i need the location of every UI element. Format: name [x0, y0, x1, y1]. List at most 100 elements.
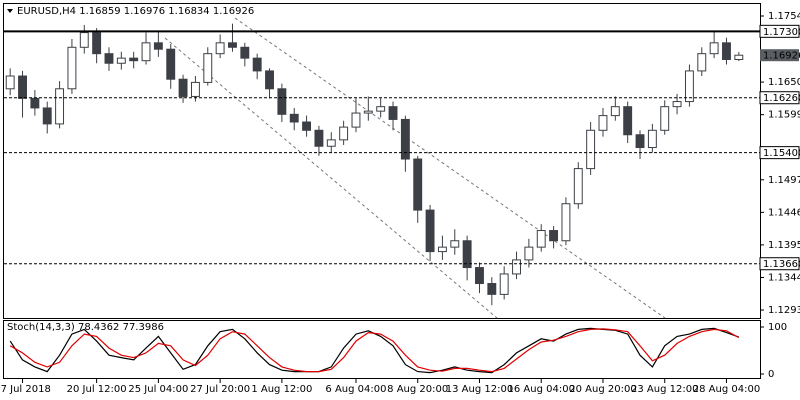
level-label-box — [759, 24, 800, 38]
candle-body — [672, 101, 682, 108]
candle-body — [141, 42, 151, 62]
level-label: 1.15400 — [763, 148, 800, 159]
candle-body — [104, 53, 114, 64]
candle-body — [339, 126, 349, 141]
candle-body — [18, 75, 27, 99]
candle-body — [277, 88, 287, 115]
candle-body — [499, 273, 509, 295]
y-tick-label: 1.13955 — [768, 240, 800, 251]
candle-body — [289, 113, 299, 123]
level-label-box — [759, 91, 800, 105]
candle-body — [302, 121, 312, 131]
symbol: EURUSD,H4 — [17, 6, 76, 17]
candle-body — [400, 118, 410, 160]
candle-body — [425, 209, 435, 253]
y-tick-label: 1.15995 — [768, 110, 800, 121]
candle-body — [660, 106, 670, 131]
x-tick-label: 13 Aug 12:00 — [446, 384, 513, 395]
candle-body — [178, 78, 188, 97]
candle-body — [512, 259, 521, 275]
candle-body — [228, 42, 237, 48]
candle-body — [549, 230, 559, 242]
y-tick-label: 1.12935 — [768, 305, 800, 316]
x-tick-label: 1 Aug 12:00 — [251, 384, 312, 395]
plot-area — [5, 23, 744, 306]
candle-body — [67, 46, 77, 90]
k-value: 78.4362 — [78, 322, 119, 333]
candle-body — [561, 203, 571, 242]
candle-body — [252, 57, 262, 72]
candle-body — [314, 129, 324, 147]
candle-body — [388, 106, 398, 120]
oscillator-header: Stoch(14,3,3) 78.4362 77.3986 — [7, 322, 164, 333]
candle-body — [203, 53, 213, 83]
candle-body — [5, 75, 15, 90]
candle-body — [598, 115, 608, 131]
d-value: 77.3986 — [123, 322, 164, 333]
current-price-label: 1.16926 — [763, 51, 800, 62]
candle-body — [153, 42, 163, 50]
candle-body — [722, 42, 731, 60]
candle-body — [709, 42, 719, 55]
candle-body — [623, 106, 633, 136]
current-price-box — [760, 49, 799, 62]
candle-body — [647, 129, 657, 149]
x-tick-label: 20 Jul 12:00 — [67, 384, 127, 395]
candle-body — [215, 42, 225, 55]
x-tick-label: 16 Aug 04:00 — [508, 384, 575, 395]
menu-triangle — [7, 9, 13, 13]
x-tick-label: 6 Aug 04:00 — [325, 384, 386, 395]
candle-body — [166, 48, 176, 80]
x-tick-label: 27 Jul 20:00 — [190, 384, 250, 395]
y-tick-label: 1.16505 — [768, 77, 800, 88]
candle-body — [684, 70, 694, 103]
high-value: 1.16976 — [124, 6, 165, 17]
y-tick-label: 1.14465 — [768, 207, 800, 218]
level-label: 1.17300 — [763, 27, 800, 38]
candle-body — [30, 97, 40, 109]
candle-body — [265, 70, 274, 90]
candle-body — [79, 32, 89, 48]
candle-body — [734, 54, 744, 60]
candle-body — [573, 168, 583, 205]
main-pane-frame — [3, 3, 761, 319]
x-tick-label: 17 Jul 2018 — [0, 384, 51, 395]
candle-body — [437, 246, 447, 253]
candle-body — [635, 134, 645, 149]
candle-body — [42, 107, 52, 125]
x-tick-label: 20 Aug 20:00 — [569, 384, 636, 395]
candle-body — [376, 106, 386, 112]
candle-body — [55, 88, 65, 125]
candle-body — [326, 139, 336, 147]
candle-body — [487, 283, 497, 295]
stoch-line — [9, 328, 740, 373]
x-tick-label: 25 Jul 04:00 — [128, 384, 188, 395]
channel-line — [164, 37, 498, 319]
candle-body — [450, 240, 460, 248]
level-label: 1.13660 — [763, 259, 800, 270]
candle-body — [351, 112, 361, 128]
oscillator-pane-frame — [3, 320, 761, 379]
level-label-box — [759, 257, 800, 271]
level-label: 1.16260 — [763, 93, 800, 104]
osc-tick-label: 100 — [768, 322, 787, 333]
candle-body — [586, 129, 596, 170]
candle-body — [129, 57, 139, 62]
x-tick-label: 8 Aug 20:00 — [387, 384, 448, 395]
candle-body — [524, 246, 534, 261]
chart-header: EURUSD,H4 1.16859 1.16976 1.16834 1.1692… — [17, 6, 254, 17]
y-tick-label: 1.17540 — [768, 11, 800, 22]
candle-body — [92, 32, 102, 55]
y-tick-label: 1.13445 — [768, 272, 800, 283]
candle-body — [190, 81, 200, 97]
x-tick-label: 28 Aug 04:00 — [693, 384, 760, 395]
candle-body — [462, 240, 472, 269]
candle-body — [697, 53, 707, 72]
close-value: 1.16926 — [213, 6, 254, 17]
candle-body — [610, 106, 620, 117]
level-label-box — [759, 146, 800, 160]
osc-tick-label: 0 — [768, 369, 774, 380]
x-tick-label: 23 Aug 12:00 — [631, 384, 698, 395]
candle-body — [116, 57, 126, 64]
